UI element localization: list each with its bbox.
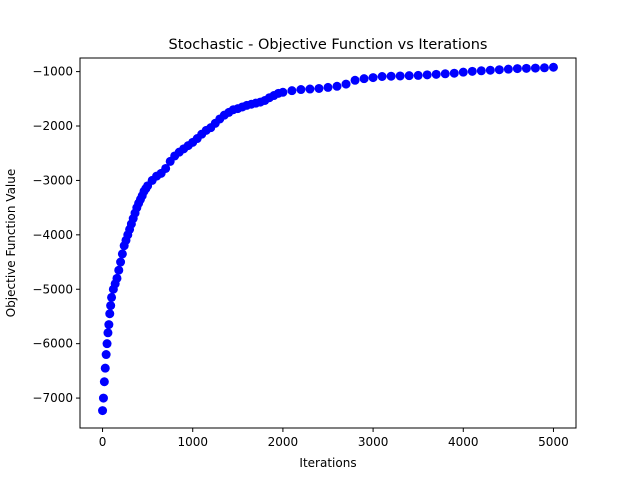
data-point	[395, 71, 405, 81]
y-tick-label: −2000	[32, 119, 73, 133]
data-point	[114, 265, 124, 275]
data-point	[512, 64, 522, 74]
data-point	[341, 79, 351, 89]
data-point	[104, 320, 114, 330]
axes-frame	[79, 57, 577, 429]
plot-area	[79, 57, 577, 429]
data-point	[458, 67, 468, 77]
data-point	[99, 377, 109, 387]
data-point	[332, 81, 342, 91]
x-axis-label: Iterations	[299, 456, 356, 470]
y-tick-label: −4000	[32, 228, 73, 242]
data-point	[98, 393, 108, 403]
x-tick-label: 4000	[448, 435, 479, 449]
data-point	[485, 65, 495, 75]
data-point	[112, 273, 122, 283]
x-axis-ticks: 0 1000 2000 3000 4000 5000	[99, 428, 569, 449]
y-tick-label: −5000	[32, 282, 73, 296]
data-point	[413, 70, 423, 80]
data-point	[278, 87, 288, 97]
data-point	[386, 71, 396, 81]
data-point	[116, 257, 126, 267]
data-point	[107, 292, 117, 302]
data-point	[449, 68, 459, 78]
x-tick-label: 3000	[358, 435, 389, 449]
x-tick-label: 1000	[177, 435, 208, 449]
data-point	[548, 62, 558, 72]
data-point	[106, 301, 116, 311]
data-point	[530, 63, 540, 73]
data-point	[377, 72, 387, 81]
data-point	[102, 339, 112, 349]
data-point	[314, 83, 324, 93]
y-tick-label: −6000	[32, 337, 73, 351]
data-point	[105, 309, 115, 319]
y-axis-label: Objective Function Value	[4, 169, 18, 318]
data-point	[404, 71, 414, 81]
data-point	[476, 66, 486, 76]
data-point	[117, 249, 127, 259]
data-point	[467, 66, 477, 76]
x-tick-label: 0	[99, 435, 107, 449]
y-tick-label: −7000	[32, 391, 73, 405]
data-point	[368, 73, 378, 83]
x-tick-label: 2000	[268, 435, 299, 449]
data-point	[422, 70, 432, 80]
chart-title: Stochastic - Objective Function vs Itera…	[169, 37, 488, 53]
data-point	[359, 74, 369, 84]
data-points	[98, 62, 558, 416]
y-axis-ticks: −7000 −6000 −5000 −4000 −3000 −2000 −1000	[32, 65, 80, 405]
data-point	[494, 65, 504, 75]
data-point	[98, 406, 108, 416]
x-tick-label: 5000	[538, 435, 569, 449]
data-point	[287, 86, 297, 96]
data-point	[161, 163, 171, 173]
data-point	[350, 75, 360, 85]
data-point	[296, 85, 306, 95]
data-point	[103, 328, 113, 338]
y-tick-label: −1000	[32, 65, 73, 79]
y-tick-label: −3000	[32, 173, 73, 187]
data-point	[440, 69, 450, 79]
data-point	[539, 63, 549, 73]
data-point	[521, 63, 531, 73]
data-point	[431, 69, 441, 79]
data-point	[503, 64, 513, 74]
data-point	[101, 350, 111, 360]
data-point	[323, 82, 333, 92]
data-point	[305, 84, 315, 94]
data-point	[100, 363, 110, 373]
